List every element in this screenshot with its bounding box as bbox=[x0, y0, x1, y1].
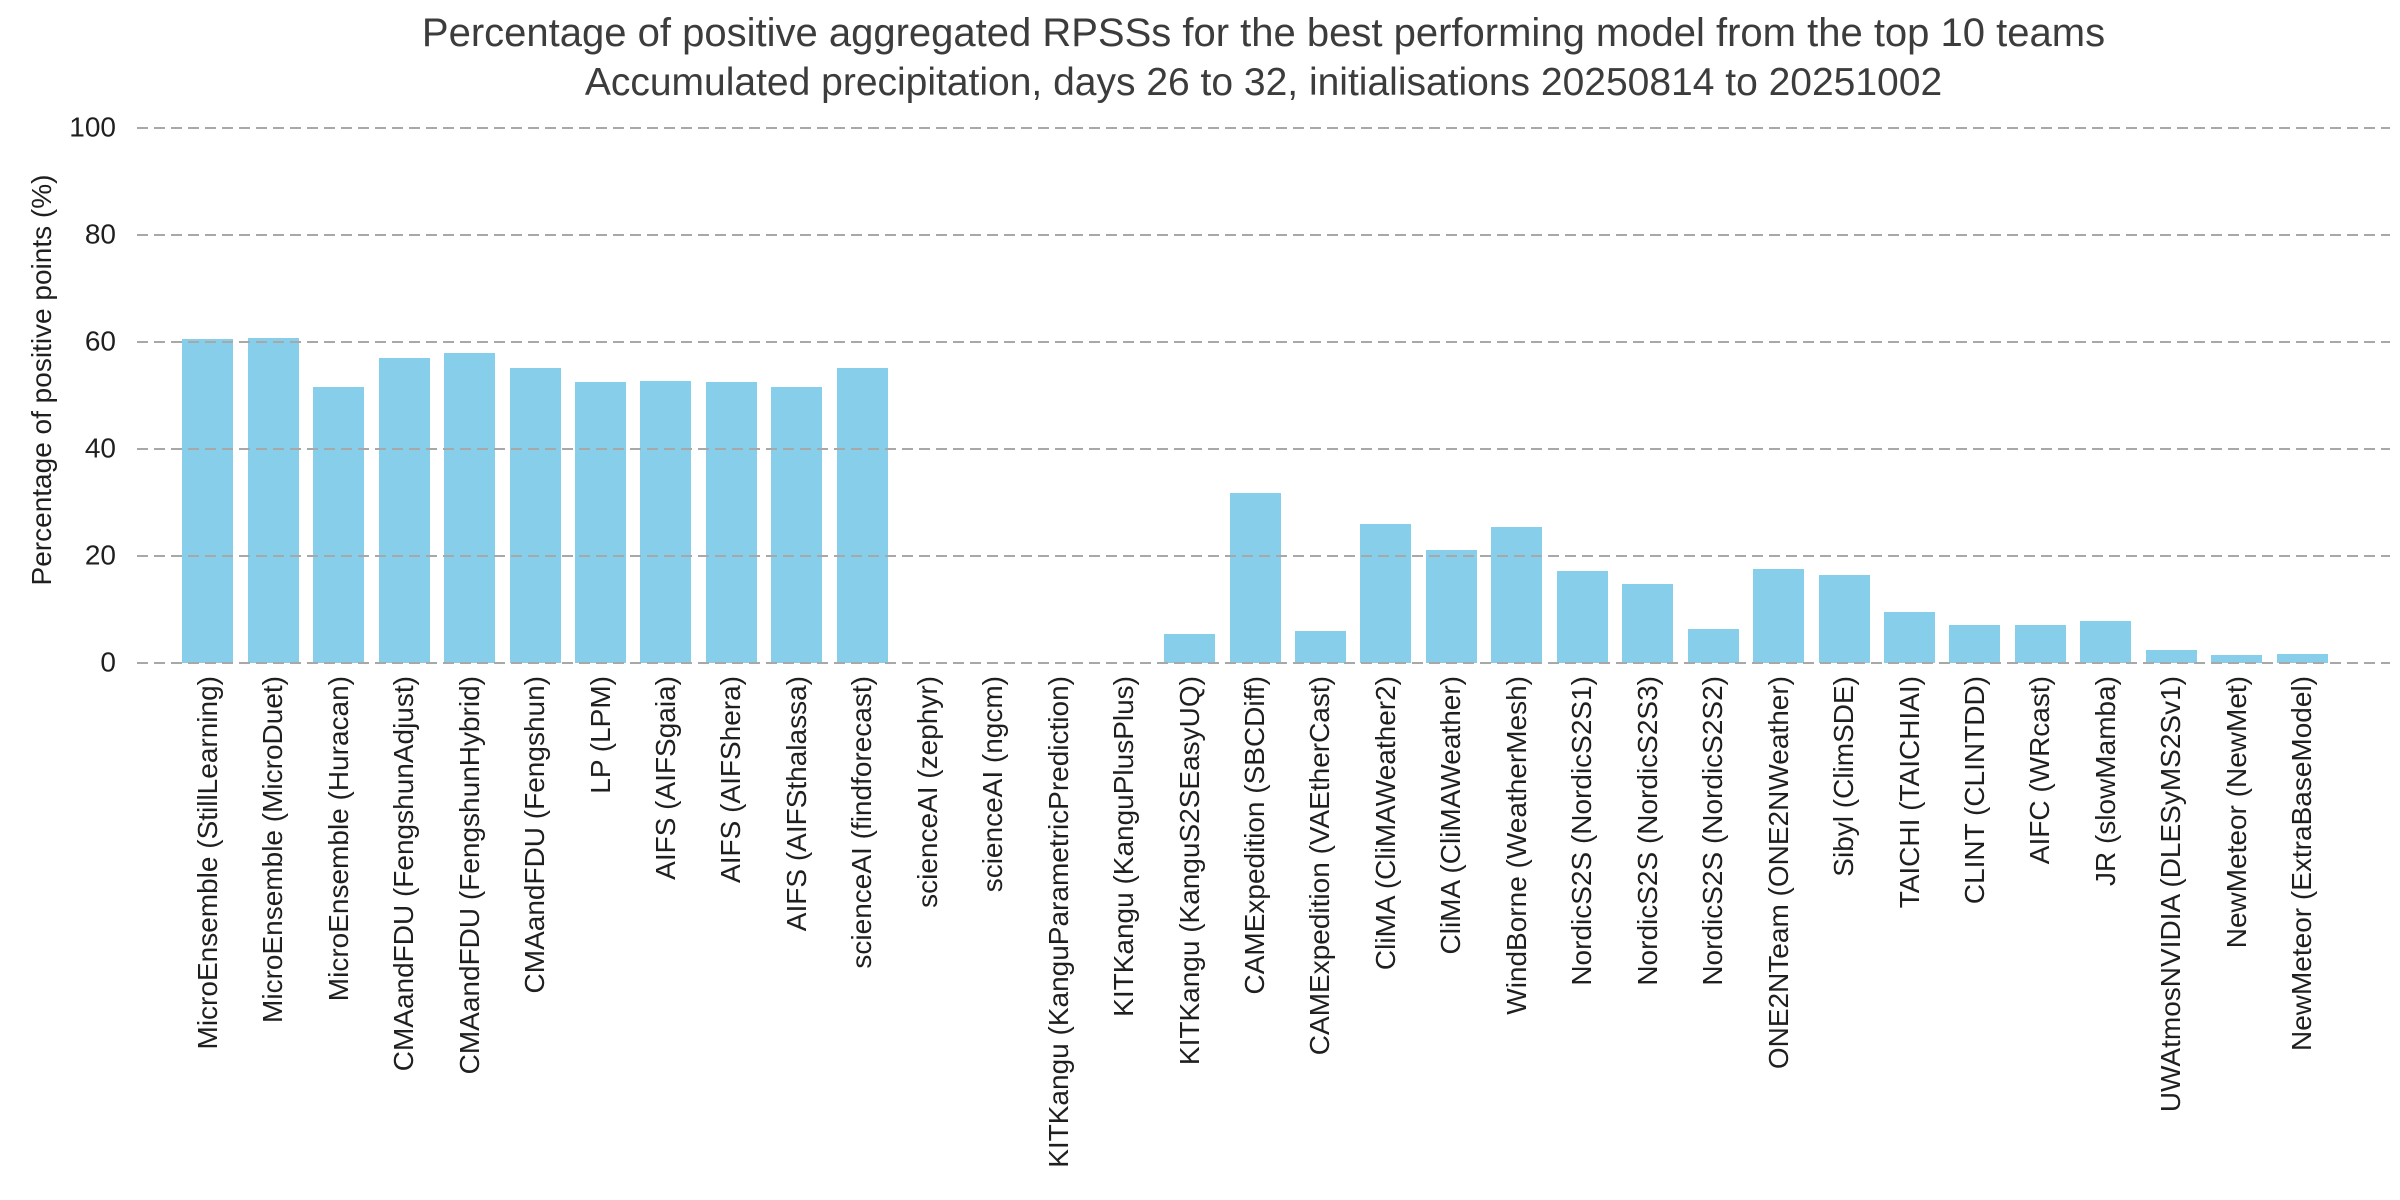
gridline bbox=[137, 448, 2390, 450]
x-tick-label: MicroEnsemble (MicroDuet) bbox=[257, 676, 289, 1023]
x-tick-label: AIFS (AIFSthalassa) bbox=[780, 676, 812, 932]
bar bbox=[1425, 549, 1477, 663]
y-tick-label: 20 bbox=[84, 539, 116, 571]
bar bbox=[640, 380, 692, 663]
x-tick-label: CMAandFDU (FengshunAdjust) bbox=[388, 676, 420, 1072]
x-tick-label: KITKangu (KanguPlusPlus) bbox=[1108, 676, 1140, 1017]
x-tick-label: scienceAI (ngcm) bbox=[977, 676, 1009, 893]
y-tick-label: 60 bbox=[84, 325, 116, 357]
x-tick-label: KITKangu (KanguS2SEasyUQ) bbox=[1173, 676, 1205, 1066]
bar bbox=[1491, 527, 1543, 663]
y-tick-label: 40 bbox=[84, 432, 116, 464]
bar bbox=[1360, 523, 1412, 663]
gridline bbox=[137, 662, 2390, 664]
x-tick-label: CliMA (CliMAWeather) bbox=[1435, 676, 1467, 955]
bar bbox=[771, 387, 823, 663]
bar bbox=[2014, 625, 2066, 663]
x-tick-label: AIFS (AIFShera) bbox=[715, 676, 747, 883]
x-tick-label: KITKangu (KanguParametricPrediction) bbox=[1042, 676, 1074, 1168]
y-tick-label: 80 bbox=[84, 218, 116, 250]
bar bbox=[2211, 654, 2263, 663]
gridline bbox=[137, 555, 2390, 557]
bar bbox=[444, 353, 496, 663]
bar bbox=[1622, 583, 1674, 663]
x-tick-label: MicroEnsemble (StillLearning) bbox=[191, 676, 223, 1050]
y-tick-label: 0 bbox=[100, 646, 116, 678]
x-tick-label: ONE2NTeam (ONE2NWeather) bbox=[1762, 676, 1794, 1070]
bar bbox=[247, 337, 299, 663]
bar bbox=[2145, 650, 2197, 663]
bar bbox=[1294, 631, 1346, 663]
x-tick-label: LP (LPM) bbox=[584, 676, 616, 794]
x-tick-label: NordicS2S (NordicS2S1) bbox=[1566, 676, 1598, 986]
bar bbox=[575, 382, 626, 663]
x-tick-label: CAMExpedition (SBCDiff) bbox=[1239, 676, 1270, 995]
x-tick-label: scienceAI (zephyr) bbox=[911, 676, 943, 908]
bar bbox=[1884, 612, 1935, 663]
bar bbox=[1164, 633, 1216, 663]
x-tick-label: Sibyl (ClimSDE) bbox=[1828, 676, 1860, 877]
y-tick-label: 100 bbox=[69, 111, 116, 143]
title-block: Percentage of positive aggregated RPSSs … bbox=[137, 8, 2390, 108]
bar bbox=[509, 368, 561, 663]
bar bbox=[2080, 620, 2132, 663]
x-tick-label: scienceAI (findforecast) bbox=[846, 676, 878, 969]
x-tick-label: NordicS2S (NordicS2S3) bbox=[1631, 676, 1663, 986]
bar bbox=[2276, 654, 2328, 663]
x-tick-label: NewMeteor (NewMet) bbox=[2220, 676, 2252, 949]
bar bbox=[182, 339, 234, 663]
bar bbox=[705, 381, 757, 663]
x-tick-label: AIFC (WRcast) bbox=[2024, 676, 2056, 865]
x-tick-label: CLINT (CLINTDD) bbox=[1958, 676, 1990, 905]
bar bbox=[1949, 625, 2001, 663]
x-tick-label: CMAandFDU (Fengshun) bbox=[519, 676, 551, 994]
x-tick-label: CMAandFDU (FengshunHybrid) bbox=[453, 676, 485, 1075]
chart-title: Percentage of positive aggregated RPSSs … bbox=[421, 11, 2106, 55]
bar bbox=[313, 387, 365, 663]
bar bbox=[836, 368, 888, 663]
x-tick-label: TAICHI (TAICHIAI) bbox=[1893, 676, 1925, 909]
bar bbox=[1753, 568, 1805, 663]
bar bbox=[1687, 628, 1739, 663]
x-tick-label: JR (slowMamba) bbox=[2089, 676, 2121, 887]
bar bbox=[1229, 492, 1281, 663]
x-tick-label: AIFS (AIFSgaia) bbox=[649, 676, 681, 880]
gridline bbox=[137, 234, 2390, 236]
x-tick-label: CAMExpedition (VAEtherCast) bbox=[1304, 676, 1336, 1056]
x-tick-label: NewMeteor (ExtraBaseModel) bbox=[2286, 676, 2318, 1052]
x-tick-label: WindBorne (WeatherMesh) bbox=[1500, 676, 1532, 1015]
chart-subtitle: Accumulated precipitation, days 26 to 32… bbox=[584, 61, 1943, 104]
bar bbox=[378, 358, 430, 663]
x-tick-label: UWAtmosNVIDIA (DLESyMS2Sv1) bbox=[2155, 676, 2187, 1113]
x-tick-label: CliMA (CliMAWeather2) bbox=[1369, 676, 1401, 971]
bar bbox=[1556, 570, 1608, 663]
x-tick-label: NordicS2S (NordicS2S2) bbox=[1697, 676, 1729, 986]
bar bbox=[1818, 575, 1870, 663]
gridline bbox=[137, 127, 2390, 129]
gridline bbox=[137, 341, 2390, 343]
x-tick-label: MicroEnsemble (Huracan) bbox=[322, 676, 354, 1002]
